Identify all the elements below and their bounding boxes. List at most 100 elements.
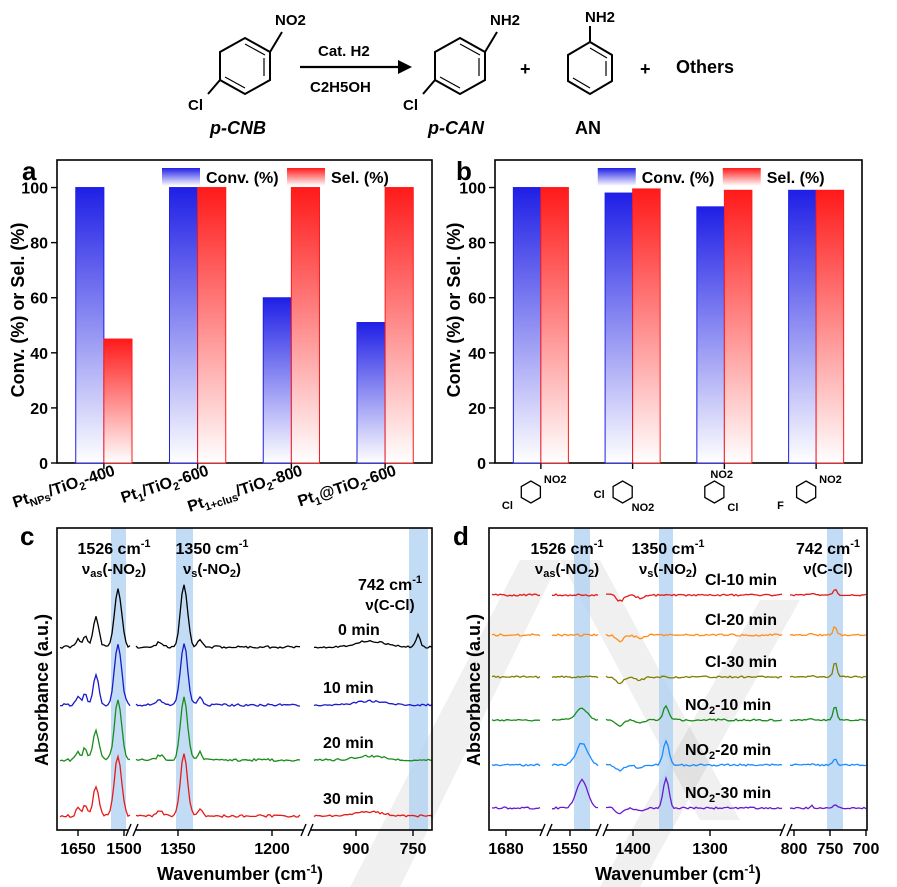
axis-break-d — [782, 825, 790, 835]
substituent-1: F — [777, 500, 784, 512]
bar-a-conv-0 — [75, 187, 105, 464]
spectrum-seg-1 — [59, 644, 131, 707]
xtick-label: 1650 — [60, 841, 96, 858]
axis-break-line — [602, 823, 609, 837]
xtick-label: 1200 — [254, 841, 290, 858]
spectrum-seg-2 — [551, 675, 599, 679]
spectrum-seg-3 — [605, 633, 783, 643]
substituent-2: Cl — [727, 502, 738, 514]
axis-break-line — [779, 823, 786, 837]
spectrum-label: NO2-20 min — [685, 742, 771, 762]
ytick-label: 100 — [21, 181, 48, 198]
spectrum-label: Cl-30 min — [705, 654, 777, 671]
panel-d-letter: d — [453, 521, 469, 551]
ytick-label: 100 — [459, 181, 486, 198]
spectrum-seg-3 — [313, 754, 433, 762]
others-label: Others — [676, 57, 734, 77]
spectrum-seg-4 — [789, 626, 867, 637]
band-c-2 — [409, 528, 428, 830]
product2-name: AN — [575, 118, 601, 138]
bar-a-sel-3 — [384, 187, 414, 464]
benzene-ring — [520, 480, 542, 504]
spectrum-seg-2 — [551, 593, 599, 597]
legend-swatch-conv — [597, 168, 636, 186]
axis-break-line — [546, 823, 553, 837]
plus-sign-2: + — [640, 59, 651, 79]
spectrum-seg-3 — [606, 593, 783, 602]
bar-a-conv-1 — [169, 187, 199, 464]
molecule-m-CNB: Cl NO2 — [594, 480, 655, 514]
bar-a-sel-2 — [290, 187, 320, 464]
molecule-p-CNB: Cl NO2 — [502, 474, 567, 512]
panel-a-ylabel: Conv. (%) or Sel. (%) — [8, 223, 28, 398]
band-label-c-1350: 1350 cm-1 νs(-NO2) — [176, 538, 249, 580]
axis-break-line — [132, 823, 139, 837]
legend-label-sel: Sel. (%) — [331, 170, 389, 187]
panel-d-frame — [488, 527, 868, 831]
molecule-p-FNB: F NO2 — [777, 474, 842, 512]
substituent-1: Cl — [594, 489, 605, 501]
spectrum-seg-2 — [135, 753, 301, 819]
arrow-bottom-label: C2H5OH — [310, 79, 371, 96]
spectrum-seg-1 — [491, 593, 541, 597]
substituent-2: NO2 — [632, 502, 655, 514]
reactant-cl-label: Cl — [188, 97, 203, 114]
band-wavenumber: 1350 cm-1 — [632, 538, 705, 558]
axis-break-line — [539, 823, 546, 837]
spectrum-seg-2 — [551, 742, 599, 767]
spectrum-seg-3 — [605, 704, 783, 728]
spectrum-seg-4 — [790, 804, 867, 810]
spectrum-seg-1 — [59, 588, 131, 649]
panel-c: c 0 min 10 min 20 min 30 min 1650 1500 1350 12… — [20, 521, 433, 884]
axis-break-d — [598, 825, 606, 835]
bar-b-conv-1 — [604, 192, 634, 464]
ytick-label: 20 — [30, 401, 48, 418]
ytick-label: 80 — [468, 236, 486, 253]
xtick-label: 1500 — [106, 841, 142, 858]
plus-sign-1: + — [520, 59, 531, 79]
panel-a-frame — [56, 159, 433, 464]
product2-nh2-label: NH2 — [585, 9, 615, 26]
ytick-label: 0 — [39, 456, 48, 473]
spectrum-seg-3 — [313, 699, 433, 707]
spectrum-seg-1 — [491, 633, 541, 637]
spectrum-d-Cl-30min: Cl-30 min — [491, 654, 867, 685]
panel-d-ylabel: Absorbance (a.u.) — [464, 614, 484, 766]
spectrum-seg-2 — [135, 584, 301, 650]
band-assignment: νas(-NO2) — [82, 561, 146, 580]
xtick-label: Pt1@TiO2-600 — [296, 463, 400, 514]
bar-a-sel-0 — [103, 338, 133, 464]
legend-label-sel: Sel. (%) — [767, 170, 825, 187]
axis-break-line — [595, 823, 602, 837]
band-assignment: νs(-NO2) — [639, 561, 697, 580]
xtick-label: 800 — [781, 841, 808, 858]
spectrum-seg-1 — [491, 718, 541, 722]
spectrum-label: Cl-10 min — [705, 572, 777, 589]
panel-c-frame — [56, 527, 433, 831]
benzene-ring — [612, 480, 633, 504]
spectrum-label: NO2-30 min — [685, 785, 771, 805]
axis-break-c — [303, 825, 311, 835]
spectrum-d-Cl-20min: Cl-20 min — [491, 612, 867, 643]
bar-b-sel-2 — [723, 189, 753, 464]
spectrum-c-0min: 0 min — [59, 584, 433, 650]
axis-break-line — [786, 823, 793, 837]
bar-a-conv-2 — [262, 297, 292, 464]
spectrum-seg-3 — [605, 739, 783, 772]
bar-b-sel-1 — [632, 188, 661, 464]
spectrum-seg-2 — [135, 643, 301, 707]
product1-nh2-label: NH2 — [490, 12, 520, 29]
panel-b-letter: b — [456, 156, 472, 186]
reaction-scheme: NO2 Cl p-CNB Cat. H2 C2H5OH NH2 Cl p-CAN… — [188, 9, 734, 138]
spectrum-label: 20 min — [323, 735, 374, 752]
spectrum-seg-1 — [59, 754, 131, 819]
spectrum-seg-2 — [551, 778, 599, 810]
reactant-name: p-CNB — [209, 118, 266, 138]
panel-d: d Cl-10 min Cl-20 min Cl-30 min NO2-10 min N… — [453, 521, 879, 884]
product1-cl-label: Cl — [403, 97, 418, 114]
spectrum-seg-3 — [606, 775, 783, 815]
substituent-2: NO2 — [819, 474, 842, 486]
band-assignment: ν(C-Cl) — [803, 561, 852, 578]
spectrum-seg-2 — [135, 696, 301, 763]
panel-c-xlabel: Wavenumber (cm-1) — [157, 862, 323, 884]
